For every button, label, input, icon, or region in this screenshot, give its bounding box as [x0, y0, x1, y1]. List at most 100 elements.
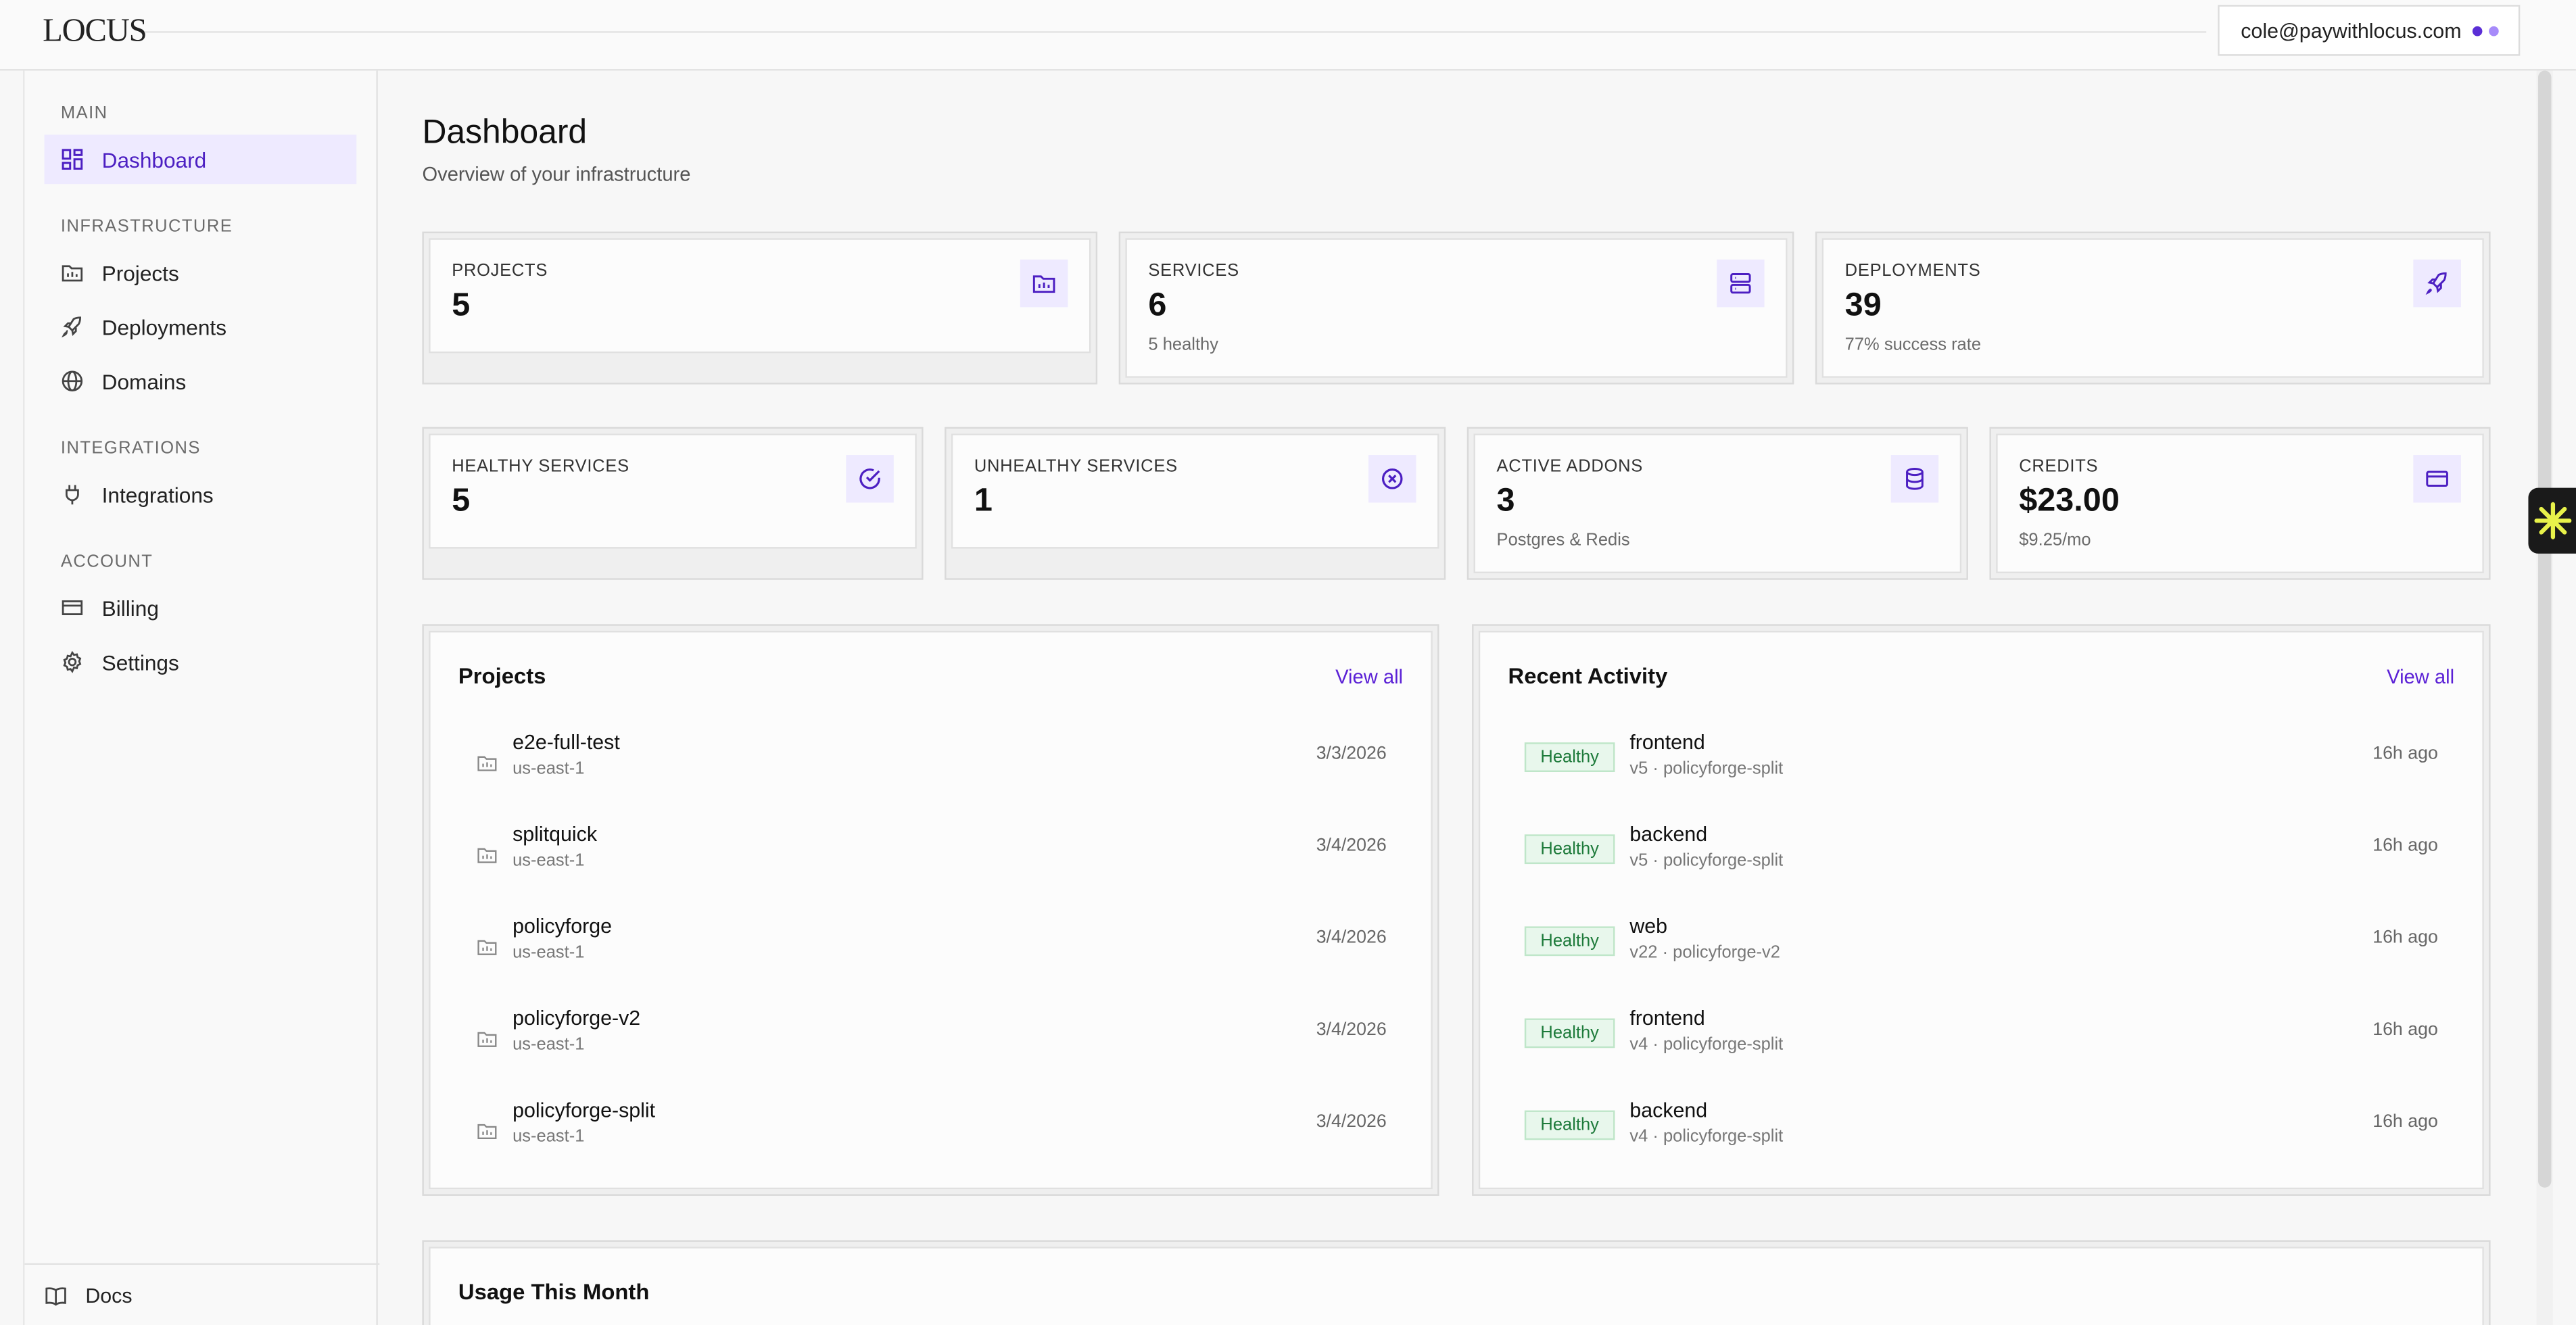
page-subtitle: Overview of your infrastructure: [422, 162, 691, 186]
service-meta: v22 · policyforge-v2: [1629, 942, 1780, 963]
project-date: 3/4/2026: [1316, 1019, 1387, 1040]
globe-icon: [62, 370, 83, 391]
sidebar-item-billing[interactable]: Billing: [45, 583, 357, 633]
top-bar: LOCUS cole@paywithlocus.com: [0, 0, 2576, 71]
status-badge: Healthy: [1524, 1018, 1615, 1049]
project-row[interactable]: policyforge-split us-east-1 3/4/2026: [431, 1096, 1431, 1188]
stat-value: 3: [1496, 483, 1515, 519]
service-name: frontend: [1629, 1007, 1705, 1030]
folder-icon: [477, 848, 497, 863]
status-dots-icon: [2472, 25, 2499, 36]
sidebar-item-deployments[interactable]: Deployments: [45, 302, 357, 352]
stat-value: 6: [1148, 287, 1167, 324]
project-row[interactable]: policyforge-v2 us-east-1 3/4/2026: [431, 1004, 1431, 1096]
projects-view-all-link[interactable]: View all: [1335, 665, 1404, 689]
service-name: backend: [1629, 1099, 1708, 1122]
usage-panel: Usage This Month: [422, 1240, 2491, 1325]
page-title: Dashboard: [422, 113, 588, 151]
sidebar-item-integrations[interactable]: Integrations: [45, 470, 357, 519]
project-region: us-east-1: [512, 942, 585, 963]
folder-icon: [477, 940, 497, 955]
sidebar-section-account: ACCOUNT: [60, 552, 153, 572]
stat-label: UNHEALTHY SERVICES: [974, 456, 1178, 477]
activity-time: 16h ago: [2372, 1111, 2438, 1132]
stat-value: 5: [452, 287, 471, 324]
status-badge: Healthy: [1524, 742, 1615, 773]
project-row[interactable]: e2e-full-test us-east-1 3/3/2026: [431, 727, 1431, 819]
gear-icon: [63, 650, 82, 673]
stat-label: ACTIVE ADDONS: [1496, 456, 1644, 477]
card-icon: [62, 600, 83, 615]
project-name: e2e-full-test: [512, 731, 620, 754]
server-icon: [1717, 259, 1765, 308]
user-menu[interactable]: cole@paywithlocus.com: [2218, 5, 2521, 56]
sidebar-item-settings[interactable]: Settings: [45, 637, 357, 687]
stat-value: 39: [1844, 287, 1882, 324]
project-region: us-east-1: [512, 1034, 585, 1055]
sidebar-section-infrastructure: INFRASTRUCTURE: [60, 216, 233, 237]
folder-icon: [62, 265, 83, 282]
folder-icon: [477, 1032, 497, 1047]
card-icon: [2413, 455, 2461, 503]
panel-title: Usage This Month: [458, 1279, 650, 1305]
activity-view-all-link[interactable]: View all: [2387, 665, 2455, 689]
sidebar-item-label: Domains: [101, 368, 187, 393]
stat-card-active-addons[interactable]: ACTIVE ADDONS 3 Postgres & Redis: [1466, 427, 1968, 580]
activity-time: 16h ago: [2372, 836, 2438, 856]
stat-label: HEALTHY SERVICES: [452, 456, 629, 477]
activity-time: 16h ago: [2372, 1019, 2438, 1040]
check-circle-icon: [846, 455, 894, 503]
project-name: policyforge: [512, 915, 612, 938]
projects-panel: Projects View all e2e-full-test us-east-…: [422, 624, 1439, 1196]
plug-icon: [66, 485, 79, 505]
sidebar-item-domains[interactable]: Domains: [45, 356, 357, 406]
project-row[interactable]: splitquick us-east-1 3/4/2026: [431, 819, 1431, 911]
folder-icon: [1020, 259, 1068, 308]
stat-sub: 5 healthy: [1148, 335, 1219, 355]
sidebar-item-label: Integrations: [101, 482, 214, 507]
book-icon: [45, 1286, 66, 1305]
stat-value: 1: [974, 483, 993, 519]
stat-label: CREDITS: [2019, 456, 2099, 477]
scrollbar-thumb[interactable]: [2538, 70, 2552, 1188]
project-region: us-east-1: [512, 1126, 585, 1147]
project-row[interactable]: policyforge us-east-1 3/4/2026: [431, 912, 1431, 1004]
sidebar-section-main: MAIN: [60, 103, 108, 124]
activity-row[interactable]: Healthy backend v5 · policyforge-split 1…: [1480, 819, 2482, 911]
panel-title: Recent Activity: [1508, 663, 1668, 689]
project-name: policyforge-split: [512, 1099, 656, 1122]
stat-card-projects[interactable]: PROJECTS 5: [422, 231, 1098, 385]
stat-card-unhealthy-services[interactable]: UNHEALTHY SERVICES 1: [945, 427, 1446, 580]
activity-row[interactable]: Healthy web v22 · policyforge-v2 16h ago: [1480, 912, 2482, 1004]
folder-icon: [477, 1124, 497, 1139]
x-circle-icon: [1368, 455, 1416, 503]
activity-row[interactable]: Healthy frontend v5 · policyforge-split …: [1480, 727, 2482, 819]
stat-card-healthy-services[interactable]: HEALTHY SERVICES 5: [422, 427, 924, 580]
database-icon: [1890, 455, 1939, 503]
header-divider: [144, 31, 2207, 33]
logo[interactable]: LOCUS: [43, 13, 147, 49]
panel-title: Projects: [458, 663, 546, 689]
stat-card-services[interactable]: SERVICES 6 5 healthy: [1118, 231, 1794, 385]
project-date: 3/3/2026: [1316, 744, 1387, 764]
stat-sub: Postgres & Redis: [1496, 530, 1630, 550]
status-badge: Healthy: [1524, 1110, 1615, 1140]
stat-label: SERVICES: [1148, 261, 1239, 281]
stat-sub: 77% success rate: [1844, 335, 1982, 355]
project-region: us-east-1: [512, 758, 585, 779]
sidebar-item-docs[interactable]: Docs: [24, 1263, 380, 1325]
activity-row[interactable]: Healthy frontend v4 · policyforge-split …: [1480, 1004, 2482, 1096]
sidebar: MAIN Dashboard INFRASTRUCTURE Projects D…: [23, 70, 380, 1325]
user-email: cole@paywithlocus.com: [2241, 18, 2462, 42]
sidebar-item-projects[interactable]: Projects: [45, 248, 357, 297]
stat-value: 5: [452, 483, 471, 519]
service-meta: v4 · policyforge-split: [1629, 1034, 1784, 1055]
assistant-widget[interactable]: [2528, 487, 2576, 554]
stat-card-credits[interactable]: CREDITS $23.00 $9.25/mo: [1989, 427, 2491, 580]
service-meta: v5 · policyforge-split: [1629, 850, 1784, 871]
sidebar-item-label: Billing: [101, 595, 159, 621]
stat-card-deployments[interactable]: DEPLOYMENTS 39 77% success rate: [1815, 231, 2491, 385]
project-date: 3/4/2026: [1316, 836, 1387, 856]
sidebar-item-dashboard[interactable]: Dashboard: [44, 135, 357, 185]
activity-row[interactable]: Healthy backend v4 · policyforge-split 1…: [1480, 1096, 2482, 1188]
